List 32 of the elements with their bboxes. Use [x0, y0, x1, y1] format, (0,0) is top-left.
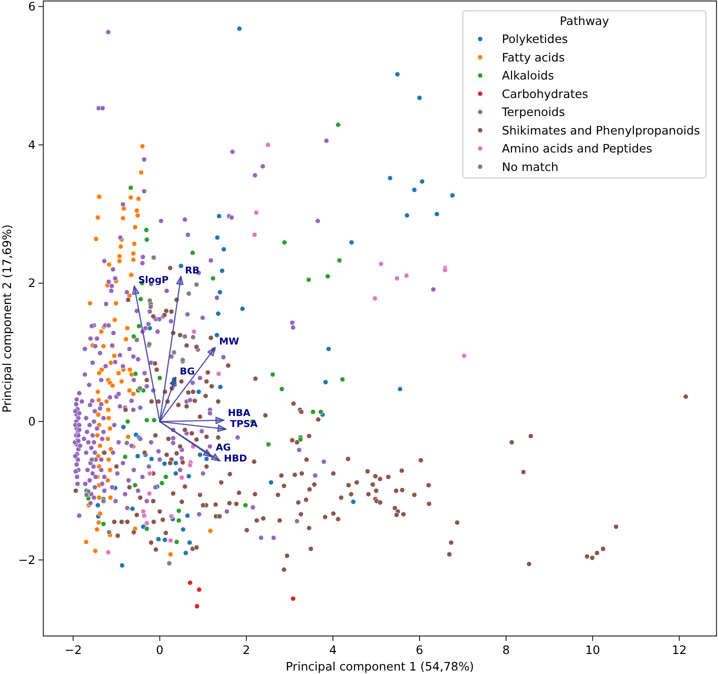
legend-label: Alkaloids [502, 68, 554, 82]
x-tick-label: −2 [64, 643, 82, 658]
x-tick-label: 8 [502, 643, 510, 658]
y-tick-label: 4 [28, 138, 36, 152]
x-tick-label: 10 [585, 643, 600, 658]
legend-label: Amino acids and Peptides [502, 142, 652, 156]
legend-label: Fatty acids [502, 50, 565, 64]
y-tick-label: −2 [18, 552, 36, 567]
annotation: SlogP [138, 274, 169, 286]
y-axis-title: Principal component 2 (17,69%) [0, 224, 14, 413]
legend-label: Carbohydrates [502, 86, 588, 101]
legend-label: No match [502, 160, 558, 174]
legend-label: Shikimates and Phenylpropanoids [502, 123, 700, 138]
legend-title: Pathway [560, 14, 610, 28]
x-axis-title: Principal component 1 (54,78%) [286, 659, 474, 674]
annotation: MW [219, 336, 240, 348]
annotation: HBA [228, 408, 252, 419]
x-tick-label: 12 [672, 643, 687, 658]
annotation: RB [184, 264, 200, 276]
x-tick-label: 2 [242, 643, 250, 658]
y-tick-label: 2 [28, 276, 36, 290]
annotation: BG [180, 366, 196, 377]
x-tick-label: 4 [329, 643, 337, 658]
annotation: TPSA [230, 418, 258, 430]
annotation: AG [216, 442, 232, 453]
x-tick-label: 0 [156, 643, 164, 658]
legend-label: Terpenoids [500, 105, 565, 119]
annotation: HBD [224, 452, 248, 464]
y-tick-label: 0 [28, 414, 36, 429]
x-tick-label: 6 [416, 643, 424, 658]
legend-label: Polyketides [502, 32, 568, 46]
y-tick-label: 6 [28, 0, 36, 14]
